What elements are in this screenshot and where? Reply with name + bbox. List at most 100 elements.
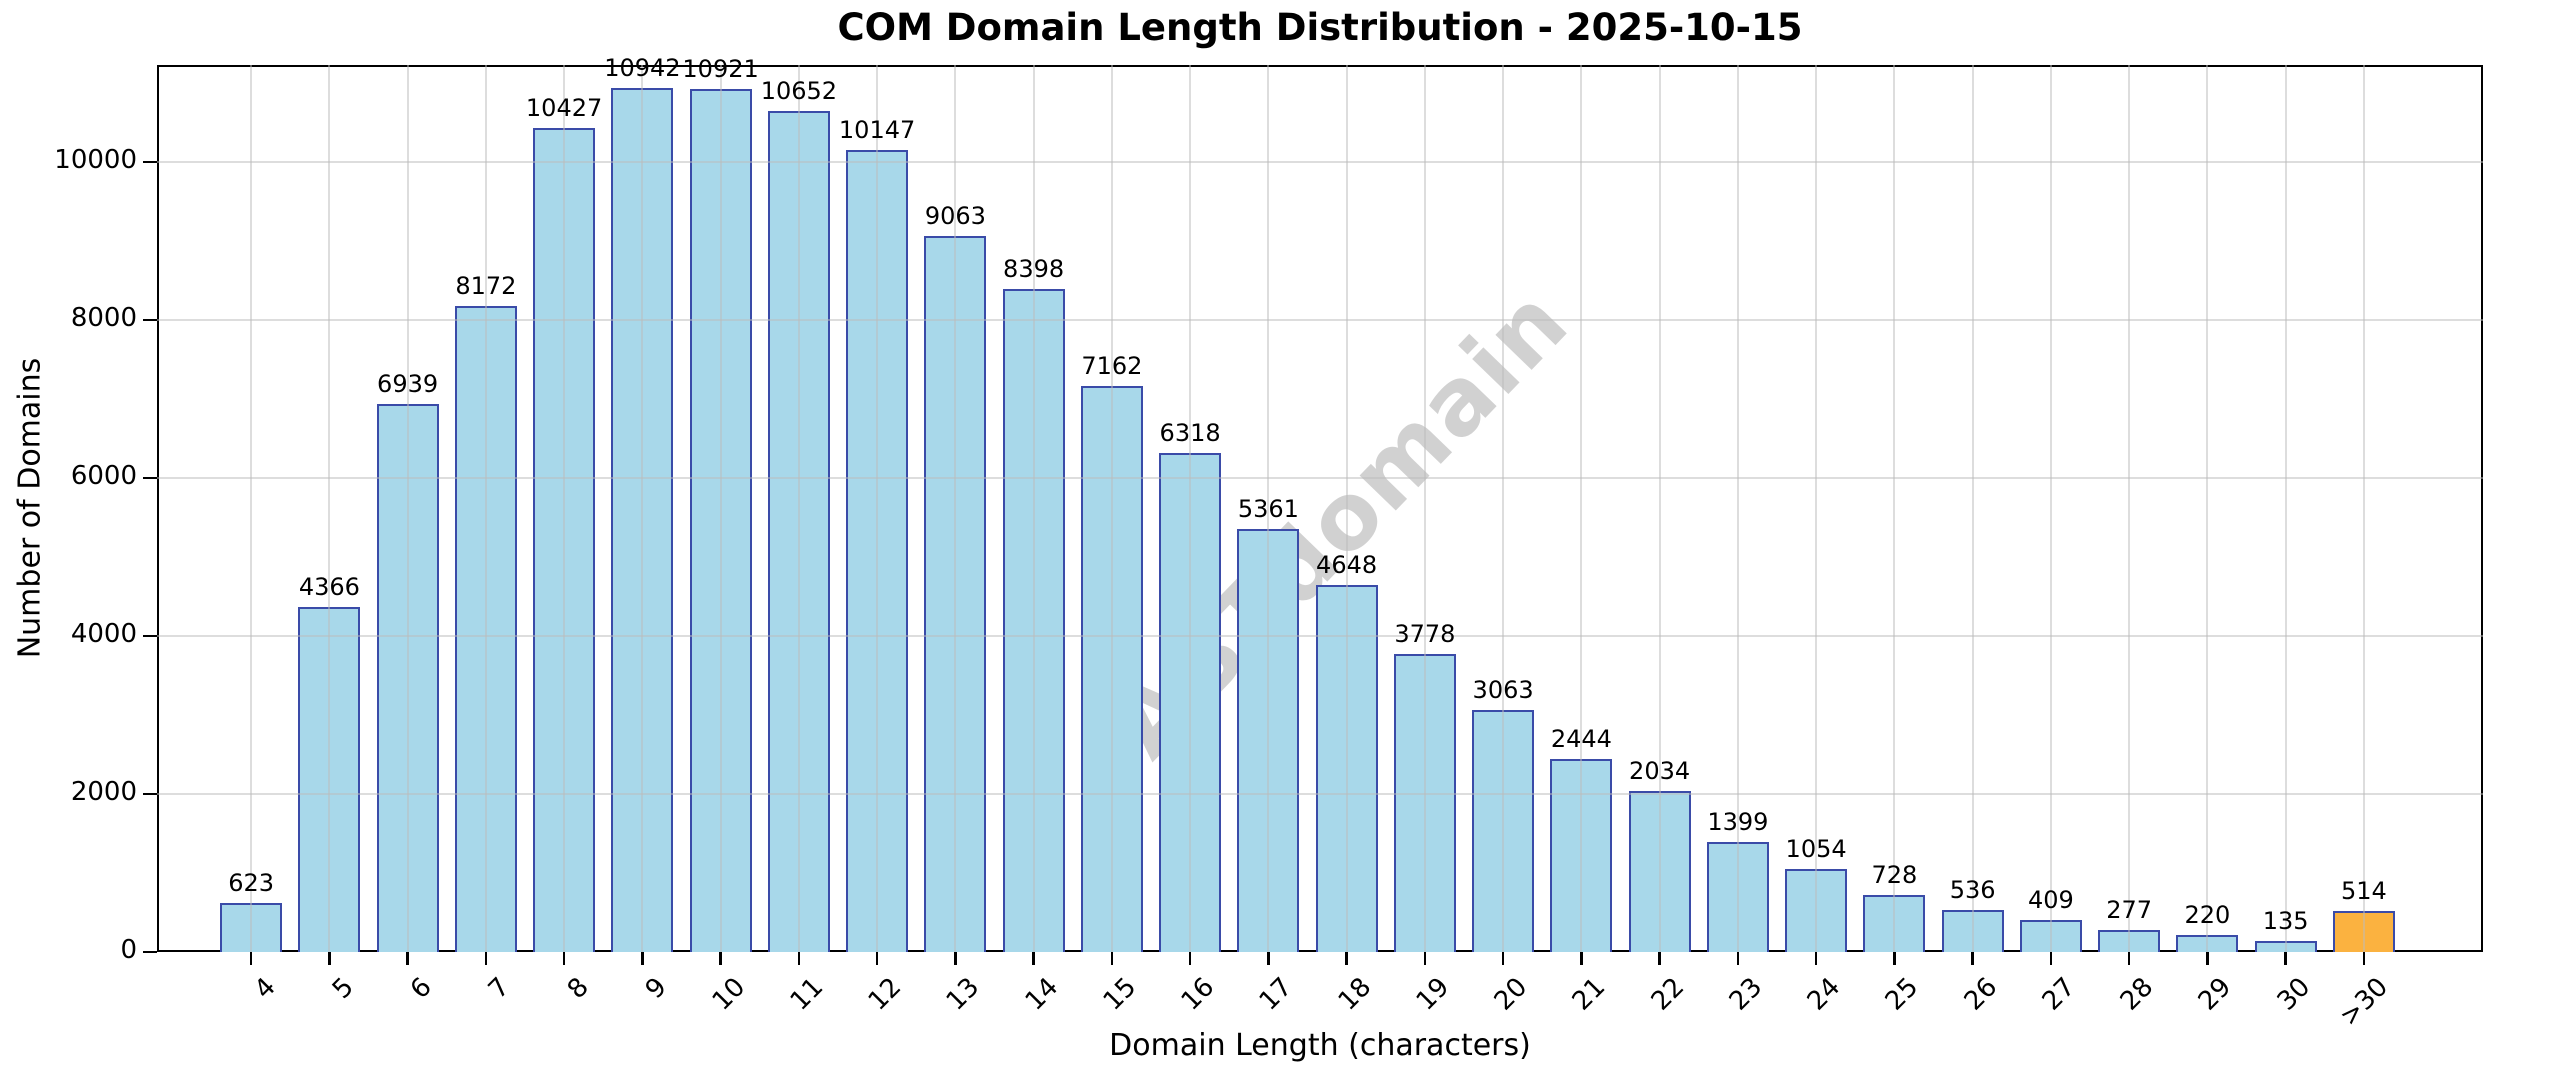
x-tick-label: 22 — [1645, 972, 1690, 1017]
x-tick-label: 23 — [1723, 972, 1769, 1017]
y-tick-label: 6000 — [70, 461, 137, 491]
y-tick — [143, 160, 157, 164]
x-tick — [2284, 952, 2287, 965]
x-tick-label: 13 — [941, 972, 986, 1017]
bar — [376, 403, 439, 952]
bar-value-label: 135 — [2262, 907, 2309, 936]
x-tick — [1267, 952, 1270, 965]
bar-value-label: 8398 — [1003, 254, 1065, 283]
x-tick — [1188, 952, 1192, 965]
y-tick-label: 10000 — [54, 145, 137, 175]
bar — [2019, 919, 2082, 952]
y-axis-title: Number of Domains — [12, 357, 48, 659]
x-tick-label: 9 — [639, 972, 673, 1005]
y-tick — [143, 950, 157, 954]
x-tick-label: 6 — [404, 972, 438, 1005]
x-tick — [2206, 952, 2209, 965]
x-tick — [1893, 952, 1896, 965]
x-tick — [249, 952, 253, 965]
x-tick-label: 28 — [2114, 972, 2160, 1017]
x-tick — [1814, 952, 1818, 965]
bar-value-label: 2444 — [1550, 724, 1612, 753]
x-tick-label: 20 — [1488, 972, 1534, 1017]
x-tick-label: 10 — [706, 972, 751, 1017]
x-tick — [406, 952, 409, 965]
bar-value-label: 2034 — [1629, 757, 1691, 786]
x-tick-label: 27 — [2036, 972, 2082, 1017]
x-tick — [719, 952, 722, 965]
x-tick-label: 7 — [483, 972, 517, 1005]
bar-value-label: 5361 — [1237, 494, 1299, 523]
bar-value-label: 9063 — [924, 202, 986, 230]
x-tick-label: 26 — [1958, 972, 2003, 1017]
bar-value-label: 514 — [2340, 877, 2387, 906]
x-tick — [328, 952, 331, 965]
bar-value-label: 4648 — [1316, 550, 1378, 579]
x-tick-label: 25 — [1880, 972, 1925, 1017]
bar — [767, 110, 830, 952]
bar — [924, 236, 987, 952]
x-tick — [1110, 952, 1114, 965]
x-tick — [484, 952, 488, 965]
bar-value-label: 3063 — [1472, 676, 1534, 704]
x-tick-label: 17 — [1254, 972, 1299, 1017]
x-tick — [954, 952, 957, 965]
x-tick-label: 21 — [1567, 972, 1612, 1017]
x-tick — [797, 952, 801, 965]
y-tick-label: 2000 — [70, 777, 137, 807]
x-tick-label: 29 — [2193, 972, 2238, 1017]
x-tick-label: 18 — [1332, 972, 1377, 1017]
bar — [1002, 288, 1065, 952]
chart-title: COM Domain Length Distribution - 2025-10… — [837, 6, 1803, 49]
x-tick-label: 12 — [862, 972, 908, 1017]
bar — [2098, 930, 2161, 952]
x-tick — [1736, 952, 1740, 965]
x-tick-label: 14 — [1019, 972, 1064, 1017]
y-tick-label: 4000 — [70, 619, 137, 649]
bar — [298, 607, 361, 952]
x-tick — [875, 952, 879, 965]
x-tick-label: 19 — [1410, 972, 1456, 1017]
bar-value-label: 6939 — [377, 369, 439, 398]
bar-value-label: 8172 — [455, 272, 517, 301]
y-tick-label: 0 — [120, 935, 137, 965]
bar — [689, 89, 752, 952]
x-tick-label: 24 — [1801, 972, 1847, 1017]
bar-value-label: 7162 — [1081, 352, 1143, 381]
x-axis-title: Domain Length (characters) — [1109, 1028, 1531, 1063]
x-tick — [1580, 952, 1583, 965]
bar-value-label: 6318 — [1159, 418, 1221, 447]
bar — [1080, 386, 1143, 952]
x-tick — [1345, 952, 1348, 965]
bar — [1237, 528, 1300, 952]
bar — [220, 902, 283, 952]
y-tick — [143, 792, 157, 796]
bar — [1941, 909, 2004, 952]
bar-value-label: 623 — [228, 868, 274, 897]
x-tick — [2362, 952, 2366, 965]
x-tick — [2049, 952, 2053, 965]
bar — [2176, 934, 2239, 952]
x-tick — [562, 952, 566, 965]
bar-value-label: 10427 — [525, 94, 603, 123]
x-tick-label: 4 — [248, 972, 282, 1005]
bar-value-label: 1399 — [1707, 807, 1769, 836]
x-tick — [1971, 952, 1974, 965]
y-tick — [143, 634, 157, 638]
x-tick-label: 16 — [1175, 972, 1221, 1017]
x-tick-label: 30 — [2271, 972, 2316, 1017]
x-tick — [2127, 952, 2131, 965]
x-tick-label: 5 — [326, 972, 360, 1005]
y-tick-label: 8000 — [70, 303, 137, 333]
x-tick — [1501, 952, 1505, 965]
x-tick — [1032, 952, 1035, 965]
bar — [454, 306, 517, 952]
bar-value-label: 10652 — [760, 76, 838, 105]
x-tick — [1658, 952, 1661, 965]
bar-value-label: 3778 — [1394, 619, 1456, 648]
x-tick-label: 15 — [1097, 972, 1143, 1017]
x-tick-label: >30 — [2334, 972, 2395, 1033]
bar — [1159, 452, 1222, 952]
bar — [846, 150, 909, 952]
